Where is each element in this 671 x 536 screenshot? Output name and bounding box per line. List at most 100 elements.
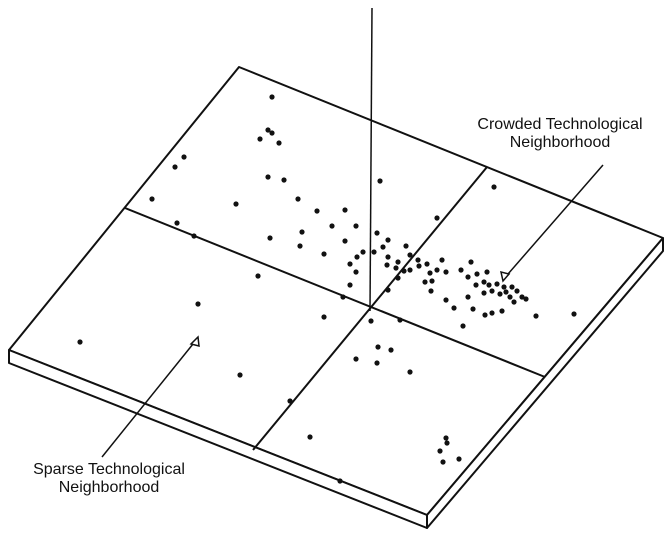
technology-point [342, 238, 348, 244]
technology-point [181, 154, 187, 160]
technology-point [295, 196, 301, 202]
technology-point [385, 287, 391, 293]
technology-point [489, 310, 495, 316]
technology-point [533, 313, 539, 319]
technology-point [403, 243, 409, 249]
technology-point [507, 294, 513, 300]
technology-point [174, 220, 180, 226]
technology-point [458, 267, 464, 273]
technology-point [172, 164, 178, 170]
technology-point [489, 288, 495, 294]
crowded-label-line1: Crowded Technological [477, 116, 643, 133]
technology-point [460, 323, 466, 329]
plane-front-right-edge [426, 237, 664, 529]
technology-point [340, 294, 346, 300]
technology-point [427, 270, 433, 276]
technology-point [384, 262, 390, 268]
technology-point [374, 360, 380, 366]
technology-point [401, 268, 407, 274]
technology-point [347, 282, 353, 288]
crowded-callout-arrow-line [507, 164, 604, 275]
vertical-axis [369, 7, 373, 312]
technology-point [465, 274, 471, 280]
technology-point [255, 273, 261, 279]
technology-point [257, 136, 263, 142]
technology-point [443, 435, 449, 441]
technology-point [494, 281, 500, 287]
technology-point [149, 196, 155, 202]
technology-point [429, 278, 435, 284]
technology-point [265, 127, 271, 133]
technology-point [451, 305, 457, 311]
technology-point [468, 259, 474, 265]
technology-point [499, 308, 505, 314]
sparse-neighborhood-label: Sparse Technological Neighborhood [2, 461, 216, 497]
technology-point [465, 294, 471, 300]
technology-point [509, 284, 515, 290]
technology-point [307, 434, 313, 440]
crowded-label-line2: Neighborhood [509, 134, 611, 151]
technology-point [314, 208, 320, 214]
technology-point [385, 237, 391, 243]
technology-point [497, 291, 503, 297]
technology-point [353, 356, 359, 362]
technology-point [353, 269, 359, 275]
technology-point [377, 178, 383, 184]
technology-point [519, 294, 525, 300]
technology-point [337, 478, 343, 484]
technology-point [571, 311, 577, 317]
technology-point [491, 184, 497, 190]
technology-point [287, 398, 293, 404]
technology-point [443, 297, 449, 303]
technology-point [415, 257, 421, 263]
technology-point [281, 177, 287, 183]
technology-point [407, 369, 413, 375]
technology-point [456, 456, 462, 462]
technology-point [473, 282, 479, 288]
technology-point [380, 244, 386, 250]
technology-point [388, 347, 394, 353]
technology-point [368, 318, 374, 324]
technology-point [434, 267, 440, 273]
technology-point [360, 249, 366, 255]
sparse-callout-arrow-line [101, 343, 194, 458]
technology-point [501, 284, 507, 290]
sparse-label-line2: Neighborhood [58, 479, 160, 496]
technology-point [470, 306, 476, 312]
crowded-callout-arrowhead [500, 270, 511, 283]
technology-point [385, 254, 391, 260]
technology-point [444, 440, 450, 446]
technology-point [267, 235, 273, 241]
technology-point [321, 251, 327, 257]
technology-point [503, 289, 509, 295]
technology-point [276, 140, 282, 146]
crowded-neighborhood-label: Crowded Technological Neighborhood [452, 116, 668, 152]
technology-point [265, 174, 271, 180]
technology-point [482, 312, 488, 318]
technology-point [371, 249, 377, 255]
technology-point [269, 94, 275, 100]
technology-point [321, 314, 327, 320]
technology-point [422, 279, 428, 285]
technology-point [407, 267, 413, 273]
technology-point [511, 299, 517, 305]
technology-point [374, 230, 380, 236]
technology-point [354, 254, 360, 260]
technology-point [484, 269, 490, 275]
technology-point [195, 301, 201, 307]
technology-point [395, 275, 401, 281]
sparse-callout-arrowhead [189, 335, 200, 347]
technology-point [437, 448, 443, 454]
technology-point [299, 229, 305, 235]
point-cloud [77, 94, 577, 484]
technology-point [474, 271, 480, 277]
technology-point [233, 201, 239, 207]
technology-point [269, 130, 275, 136]
technology-point [481, 279, 487, 285]
technology-point [407, 252, 413, 258]
technology-point [375, 344, 381, 350]
technology-point [397, 317, 403, 323]
technology-point [514, 288, 520, 294]
